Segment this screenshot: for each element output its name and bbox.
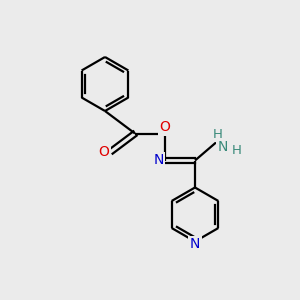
Text: O: O [160, 120, 170, 134]
Text: N: N [218, 140, 228, 154]
Text: H: H [232, 144, 242, 158]
Text: N: N [190, 238, 200, 251]
Text: N: N [153, 154, 164, 167]
Text: H: H [213, 128, 222, 141]
Text: O: O [98, 145, 109, 158]
